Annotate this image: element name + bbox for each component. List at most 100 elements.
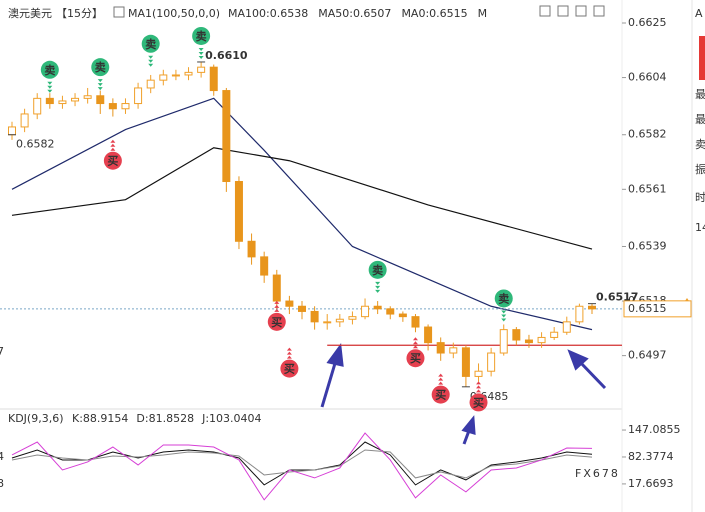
signal-badge	[40, 60, 59, 79]
signal-badge	[103, 151, 122, 170]
signal-arrow	[274, 308, 280, 312]
kdj-value: J:103.0404	[201, 412, 261, 425]
candle-body	[361, 305, 370, 318]
y-tick-label: 0.6539	[628, 239, 667, 252]
signal-badge	[431, 385, 450, 404]
kdj-value: K:88.9154	[72, 412, 128, 425]
candle-body	[348, 316, 357, 320]
price-label: 0.6610	[205, 49, 248, 62]
candle-body	[436, 342, 445, 354]
candle-body	[373, 305, 382, 310]
signal-text: 卖	[95, 60, 106, 74]
signal-arrow	[501, 310, 507, 314]
signal-arrow	[274, 304, 280, 308]
signal-arrow	[476, 385, 482, 389]
signal-arrow	[148, 59, 154, 63]
candle-body	[499, 329, 508, 354]
arrow-head	[567, 349, 589, 371]
moving-average	[11, 147, 593, 250]
signal-arrow	[148, 55, 154, 59]
candle-body	[45, 97, 54, 105]
candle-body	[83, 95, 92, 99]
sidebar-text: 最	[695, 88, 705, 101]
candle-body	[524, 339, 533, 344]
signal-arrow	[438, 373, 444, 377]
signal-arrow	[274, 300, 280, 304]
indicator-value: M	[478, 7, 488, 20]
candle-body	[209, 66, 218, 92]
candle-body	[247, 240, 256, 258]
kdj-line	[11, 449, 593, 479]
y-tick-label: 147.0855	[628, 423, 681, 436]
signal-badge	[267, 312, 286, 331]
signal-arrow	[438, 377, 444, 381]
signal-arrow	[476, 389, 482, 393]
candle-body	[537, 336, 546, 344]
indicator: MA1(100,50,0,0)	[128, 7, 220, 20]
candle-body	[285, 300, 294, 307]
icon[interactable]	[557, 5, 569, 17]
icon	[113, 6, 125, 18]
y-tick-label: 82.3774	[628, 450, 674, 463]
candle-body	[449, 347, 458, 354]
signal-arrow	[375, 281, 381, 285]
signal-arrow	[286, 351, 292, 355]
icon	[539, 5, 551, 17]
kdj-line	[11, 432, 593, 501]
header-icons	[113, 5, 605, 18]
kdj-title: KDJ(9,3,6)	[8, 412, 64, 425]
signal-text: 卖	[498, 291, 509, 305]
symbol: 澳元美元	[8, 7, 52, 20]
candle-body	[260, 256, 269, 276]
arrows	[320, 343, 607, 445]
signal-arrow	[110, 139, 116, 143]
candle-body	[58, 100, 67, 105]
signal: 卖	[192, 26, 211, 59]
last-price-box	[623, 300, 692, 318]
kdj-value: D:81.8528	[136, 412, 194, 425]
signal: 卖	[91, 58, 110, 91]
candle-body	[96, 95, 105, 105]
signal-arrow	[47, 89, 53, 93]
last-price-label: 0.6515	[628, 302, 667, 315]
signal: 买	[406, 337, 425, 368]
signal-text: 买	[435, 389, 446, 402]
sidebar-text: A	[695, 7, 703, 20]
candle-body	[575, 305, 584, 323]
signal-arrow	[375, 285, 381, 289]
signal-badge	[192, 26, 211, 45]
candle-body	[562, 321, 571, 333]
arrow-head	[326, 343, 344, 367]
icon[interactable]	[593, 5, 605, 17]
clipped-label: 8	[0, 477, 4, 490]
candle-body	[411, 316, 420, 328]
signal-text: 买	[271, 316, 282, 329]
signal-arrow	[97, 87, 103, 91]
signal-arrow	[198, 47, 204, 51]
y-tick-label: 0.6561	[628, 182, 667, 195]
candle-body	[335, 318, 344, 323]
signal-text: 卖	[44, 63, 55, 77]
signal-badge	[141, 34, 160, 53]
signal-text: 卖	[145, 37, 156, 51]
signal-text: 买	[284, 363, 295, 376]
signal-arrow	[97, 83, 103, 87]
price-label: 0.6517	[596, 291, 638, 304]
signal-badge	[368, 260, 387, 279]
signal-arrow	[286, 355, 292, 359]
candle-body	[474, 370, 483, 377]
signal-arrow	[412, 341, 418, 345]
signal-arrow	[412, 337, 418, 341]
signal-arrow	[47, 81, 53, 85]
signal-badge	[91, 58, 110, 77]
candle-body	[461, 347, 470, 377]
signal: 买	[469, 381, 488, 412]
candle-body	[222, 90, 231, 183]
candle-body	[272, 274, 281, 302]
candle-body	[310, 310, 319, 323]
icon[interactable]	[575, 5, 587, 17]
signal-arrow	[412, 345, 418, 349]
price-label: 0.6582	[16, 138, 55, 151]
candle-body	[20, 113, 29, 128]
